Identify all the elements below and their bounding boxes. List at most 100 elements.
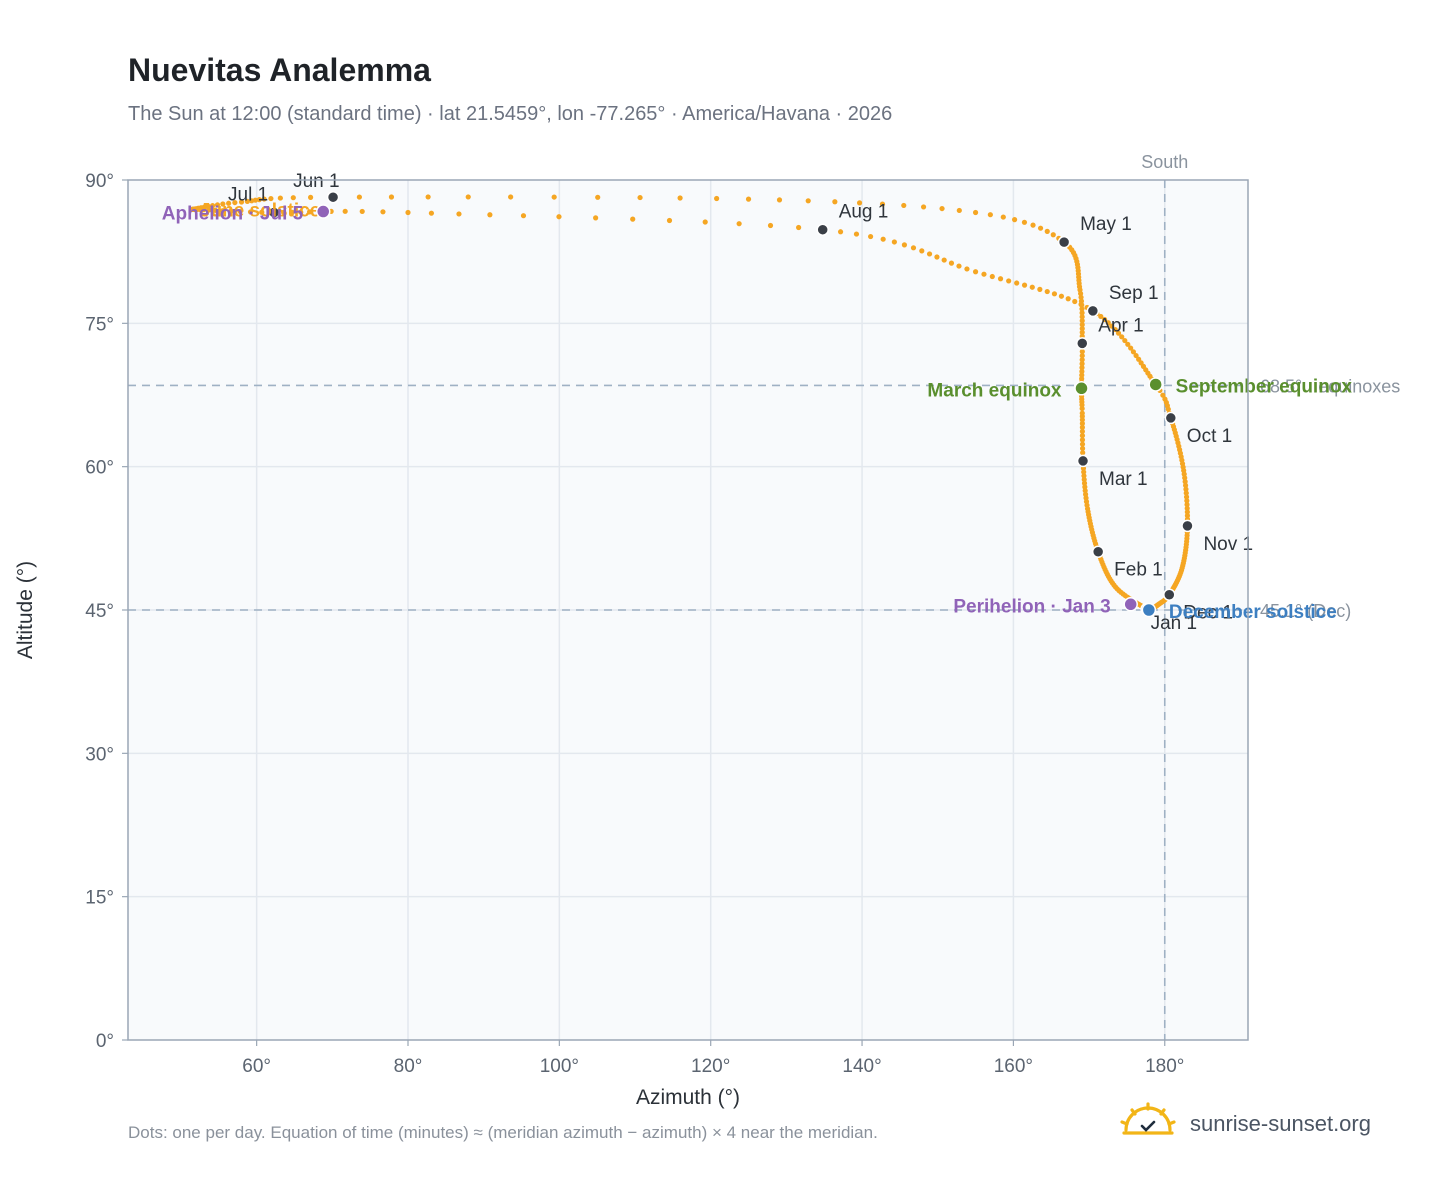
day-dot — [987, 212, 993, 218]
day-dot — [972, 209, 979, 216]
day-dot — [1079, 424, 1085, 430]
day-dot — [1101, 316, 1108, 323]
event-marker — [1123, 597, 1138, 612]
day-dot — [637, 194, 643, 201]
day-dot — [220, 201, 226, 207]
day-dot — [1115, 330, 1122, 336]
day-dot — [891, 239, 897, 245]
day-dot — [1079, 310, 1085, 316]
day-dot — [342, 208, 348, 214]
event-marker — [1074, 381, 1089, 396]
day-dot — [1079, 437, 1086, 443]
day-dot — [238, 199, 245, 205]
day-dot — [298, 209, 304, 215]
day-dot — [1079, 361, 1085, 367]
day-dot — [1079, 372, 1085, 378]
day-dot — [1182, 475, 1188, 481]
day-dot — [1184, 509, 1190, 515]
day-dot — [1079, 410, 1085, 416]
day-dot — [1037, 286, 1043, 292]
x-tick-label: 160° — [994, 1056, 1033, 1077]
month-marker — [1086, 304, 1100, 318]
month-label: Apr 1 — [1098, 315, 1143, 336]
chart-title: Nuevitas Analemma — [128, 52, 431, 88]
day-dot — [259, 209, 265, 215]
month-markers: Jan 1 Feb 1 Mar 1 Apr 1 May 1 Jun 1 Jul 1 Aug 1… — [228, 171, 1253, 634]
brand-name[interactable]: sunrise-sunset.org — [1190, 1111, 1371, 1136]
month-label: Oct 1 — [1187, 426, 1232, 447]
day-dot — [1021, 219, 1028, 225]
day-dot — [201, 207, 207, 213]
sun-logo-icon — [1120, 1102, 1176, 1135]
day-dot — [261, 196, 267, 202]
event-label: Aphelion · Jul 5 — [162, 204, 304, 225]
day-dot — [1079, 325, 1085, 332]
y-tick-label: 60° — [85, 458, 114, 479]
day-dot — [1000, 214, 1006, 220]
day-dot — [520, 213, 527, 219]
brand[interactable]: sunrise-sunset.org — [1120, 1100, 1420, 1150]
day-dot — [1079, 329, 1085, 335]
day-dot — [281, 209, 287, 216]
day-dot — [1079, 445, 1086, 452]
day-dot — [1030, 222, 1036, 228]
event-label: March equinox — [927, 380, 1062, 401]
day-dot — [1072, 298, 1078, 305]
day-dot — [237, 208, 243, 215]
day-dot — [745, 196, 752, 202]
day-dot — [405, 209, 411, 216]
day-dot — [487, 212, 493, 218]
south-label: South — [1141, 152, 1188, 172]
footnote: Dots: one per day. Equation of time (min… — [128, 1123, 878, 1142]
day-dot — [805, 198, 811, 204]
reference-lines: 68.5° · equinoxes 45.1° (Dec) South — [128, 152, 1400, 1040]
y-tick-label: 45° — [85, 601, 114, 622]
day-dot — [1081, 476, 1087, 483]
day-dot — [268, 195, 274, 202]
day-dot — [868, 233, 874, 240]
day-dot — [593, 215, 599, 221]
day-dot — [206, 207, 212, 213]
month-marker — [1076, 337, 1089, 350]
day-dot — [551, 194, 557, 200]
day-dot — [1079, 368, 1085, 375]
day-dot — [1037, 225, 1044, 231]
month-marker — [1163, 588, 1176, 601]
reference-line-label: 68.5° · equinoxes — [1260, 376, 1400, 396]
y-tick-label: 30° — [85, 744, 114, 765]
day-dot — [1122, 337, 1128, 344]
x-tick-label: 180° — [1145, 1056, 1184, 1077]
day-dot — [776, 197, 783, 203]
day-dot — [1081, 469, 1087, 475]
day-dot — [1079, 318, 1085, 324]
day-dot — [232, 199, 238, 206]
day-dot — [919, 248, 925, 254]
x-tick-label: 100° — [540, 1056, 579, 1077]
day-dot — [214, 202, 221, 208]
day-dot — [964, 266, 970, 272]
day-dot — [508, 194, 514, 200]
day-dot — [1079, 433, 1086, 439]
y-axis-label: Altitude (°) — [14, 561, 37, 659]
day-dot — [1184, 505, 1190, 511]
day-dot — [1079, 353, 1085, 359]
day-dot — [1065, 296, 1071, 302]
day-dot — [1081, 480, 1088, 486]
day-dot — [1080, 450, 1086, 456]
day-dot — [1105, 320, 1111, 326]
day-dot — [702, 219, 708, 225]
day-dot — [1044, 228, 1050, 234]
day-dot — [1082, 484, 1088, 490]
day-dot — [226, 200, 232, 206]
event-label: Perihelion · Jan 3 — [953, 596, 1110, 617]
day-dot — [1130, 349, 1137, 355]
day-dot — [972, 269, 979, 275]
day-dot — [1165, 406, 1171, 412]
day-dot — [1184, 501, 1190, 508]
month-marker — [816, 223, 829, 236]
day-dot — [228, 208, 234, 214]
day-dot — [1050, 232, 1056, 238]
day-dot — [388, 194, 395, 200]
axis-ticks: 60° 80° 100° 120° 140° 160° 180° 0° 15° 30° 45° 60°… — [85, 171, 1184, 1077]
day-dot — [1079, 428, 1085, 435]
